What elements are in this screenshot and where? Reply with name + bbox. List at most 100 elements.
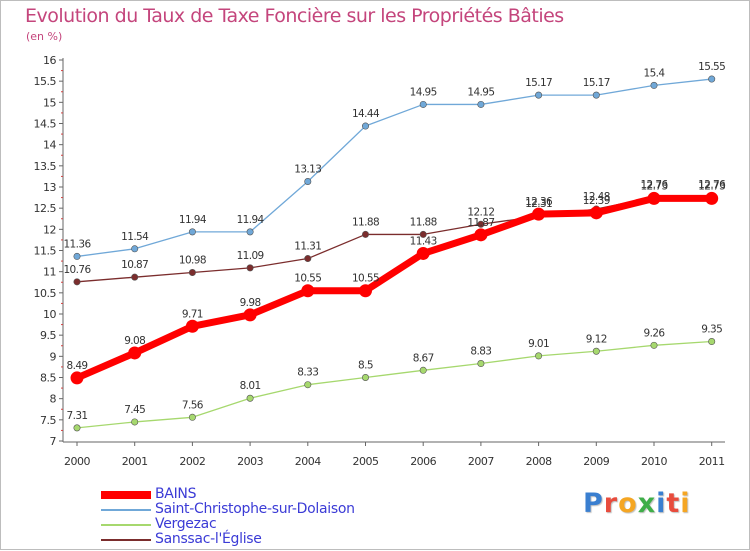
x-tick-label: 2003 — [237, 455, 263, 468]
y-tick-label: 14 — [43, 139, 56, 152]
data-point-bains — [589, 206, 603, 220]
data-point-sanssac-l-glise — [188, 269, 196, 277]
logo-letter: r — [603, 488, 619, 519]
data-label-sanssac-l-glise: 10.87 — [121, 259, 148, 271]
data-label-bains: 12.39 — [583, 195, 610, 207]
data-point-bains — [647, 191, 661, 205]
y-tick-label: 15 — [43, 96, 56, 109]
proxiti-logo: Proxiti — [583, 488, 691, 519]
data-point-vergezac — [650, 341, 658, 349]
data-label-sanssac-l-glise: 11.88 — [352, 216, 379, 228]
legend-swatch-bains — [101, 491, 151, 499]
data-label-saint-christophe-sur-dolaison: 15.4 — [644, 67, 666, 79]
data-label-saint-christophe-sur-dolaison: 11.94 — [179, 214, 207, 226]
data-label-bains: 9.98 — [240, 297, 261, 309]
data-label-saint-christophe-sur-dolaison: 15.55 — [698, 61, 725, 73]
y-tick-label: 14.5 — [34, 118, 57, 131]
data-label-saint-christophe-sur-dolaison: 11.54 — [121, 231, 149, 243]
data-point-sanssac-l-glise — [246, 264, 254, 272]
y-tick-label: 12.5 — [34, 202, 57, 215]
data-point-bains — [416, 246, 430, 260]
data-point-vergezac — [535, 352, 543, 360]
data-point-saint-christophe-sur-dolaison — [535, 91, 543, 99]
data-point-sanssac-l-glise — [131, 273, 139, 281]
y-tick-label: 9.5 — [40, 329, 56, 342]
data-label-saint-christophe-sur-dolaison: 14.44 — [352, 108, 380, 120]
data-point-vergezac — [708, 338, 716, 346]
series-line-bains — [75, 194, 712, 382]
data-point-sanssac-l-glise — [361, 230, 369, 238]
y-tick-label: 11.5 — [34, 245, 57, 258]
data-point-bains — [359, 284, 372, 298]
data-point-bains — [705, 191, 719, 205]
data-label-saint-christophe-sur-dolaison: 11.94 — [237, 214, 265, 226]
data-label-bains: 10.55 — [352, 273, 379, 285]
data-point-vergezac — [188, 413, 196, 421]
data-label-vergezac: 9.01 — [528, 338, 549, 350]
data-label-saint-christophe-sur-dolaison: 14.95 — [410, 86, 437, 98]
data-label-vergezac: 8.83 — [470, 346, 491, 358]
data-point-bains — [301, 284, 315, 298]
y-tick-label: 10 — [43, 308, 56, 321]
data-label-vergezac: 8.67 — [413, 352, 434, 364]
legend-swatch-vergezac — [101, 524, 151, 526]
data-label-sanssac-l-glise: 11.88 — [410, 216, 437, 228]
logo-letter: t — [666, 488, 681, 519]
y-tick-label: 11 — [43, 266, 56, 279]
data-label-saint-christophe-sur-dolaison: 15.17 — [525, 77, 552, 89]
y-tick-label: 7 — [50, 435, 57, 448]
data-label-sanssac-l-glise: 10.98 — [179, 255, 206, 267]
data-label-bains: 12.73 — [698, 180, 725, 192]
x-tick-label: 2000 — [64, 455, 90, 468]
data-label-vergezac: 8.33 — [297, 367, 318, 379]
data-point-saint-christophe-sur-dolaison — [477, 100, 485, 108]
data-point-vergezac — [131, 418, 139, 426]
data-label-bains: 9.71 — [182, 308, 203, 320]
data-point-vergezac — [304, 381, 312, 389]
data-label-saint-christophe-sur-dolaison: 15.17 — [583, 77, 610, 89]
chart-title: Evolution du Taux de Taxe Foncière sur l… — [25, 5, 564, 27]
data-label-saint-christophe-sur-dolaison: 11.36 — [63, 238, 91, 250]
data-point-saint-christophe-sur-dolaison — [361, 122, 369, 130]
data-point-saint-christophe-sur-dolaison — [304, 177, 312, 185]
data-label-vergezac: 7.45 — [124, 404, 145, 416]
data-point-saint-christophe-sur-dolaison — [708, 75, 716, 83]
x-tick-label: 2005 — [353, 455, 379, 468]
data-point-bains — [128, 346, 142, 360]
y-tick-label: 8 — [50, 393, 57, 406]
data-point-vergezac — [361, 373, 369, 381]
x-tick-label: 2001 — [122, 455, 148, 468]
x-tick-label: 2002 — [179, 455, 205, 468]
data-label-vergezac: 8.5 — [358, 360, 373, 372]
legend-label-sanssac: Sanssac-l'Église — [155, 531, 262, 547]
y-unit-label: (en %) — [26, 30, 63, 43]
x-tick-label: 2008 — [526, 455, 552, 468]
y-tick-label: 12 — [43, 223, 56, 236]
logo-letter: P — [583, 488, 604, 519]
legend-label-bains: BAINS — [155, 486, 197, 502]
x-tick-label: 2007 — [468, 455, 494, 468]
data-label-bains: 12.73 — [640, 180, 667, 192]
data-label-sanssac-l-glise: 11.09 — [237, 250, 264, 262]
series-line-vergezac — [76, 340, 712, 429]
x-tick-label: 2010 — [641, 455, 667, 468]
data-label-bains: 9.08 — [124, 335, 145, 347]
y-tick-label: 16 — [43, 54, 56, 67]
data-label-bains: 11.43 — [410, 235, 437, 247]
data-label-sanssac-l-glise: 12.31 — [525, 198, 552, 210]
y-tick-label: 10.5 — [34, 287, 57, 300]
data-point-vergezac — [592, 347, 600, 355]
data-point-vergezac — [73, 424, 81, 432]
data-label-bains: 12.36 — [525, 196, 553, 208]
legend-swatch-sanssac — [101, 539, 151, 541]
logo-letter: i — [656, 488, 667, 519]
data-label-vergezac: 9.35 — [701, 324, 722, 336]
data-label-sanssac-l-glise: 11.31 — [294, 241, 321, 253]
data-point-saint-christophe-sur-dolaison — [73, 252, 81, 260]
legend-label-saint-christophe: Saint-Christophe-sur-Dolaison — [155, 501, 355, 517]
y-tick-label: 9 — [50, 350, 57, 363]
data-point-saint-christophe-sur-dolaison — [188, 228, 196, 236]
data-label-sanssac-l-glise: 12.12 — [467, 206, 494, 218]
data-label-vergezac: 7.31 — [67, 410, 88, 422]
